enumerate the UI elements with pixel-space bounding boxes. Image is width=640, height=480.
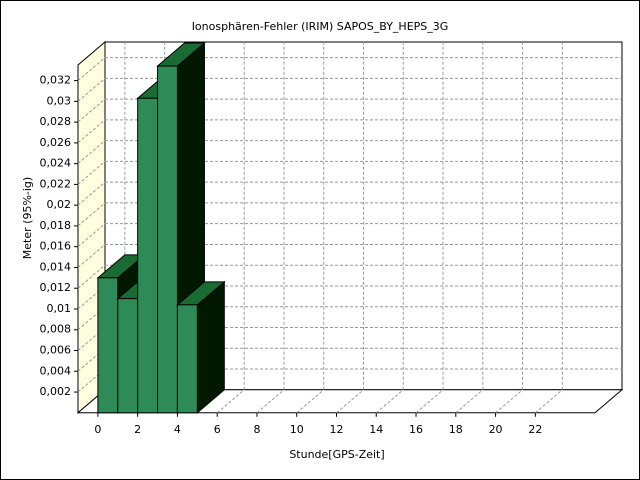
grid-line — [375, 389, 404, 414]
x-tick-label: 0 — [94, 423, 101, 436]
grid-line — [77, 368, 106, 393]
x-tick-label: 2 — [134, 423, 141, 436]
grid-line — [77, 285, 106, 310]
grid-line — [77, 181, 106, 206]
y-tick-label: 0,024 — [40, 157, 72, 170]
grid-line — [77, 140, 106, 165]
y-tick-label: 0,02 — [47, 198, 72, 211]
x-tick-label: 18 — [449, 423, 463, 436]
grid-line — [256, 389, 285, 414]
grid-line — [535, 389, 563, 414]
grid-line — [495, 389, 523, 414]
grid-line — [296, 389, 325, 414]
bar — [117, 298, 139, 414]
y-tick-label: 0,014 — [40, 260, 72, 273]
bar — [157, 65, 178, 414]
y-tick-label: 0,022 — [40, 177, 72, 190]
grid-line — [77, 244, 106, 268]
grid-line — [336, 389, 364, 414]
grid-line — [77, 264, 106, 289]
grid-line — [77, 161, 106, 185]
x-tick-label: 12 — [330, 423, 344, 436]
grid-line — [77, 119, 106, 144]
grid-line — [77, 77, 106, 102]
y-tick-label: 0,026 — [40, 136, 72, 149]
y-tick-label: 0,006 — [40, 344, 72, 357]
x-tick-label: 22 — [528, 423, 542, 436]
y-tick-label: 0,03 — [47, 94, 72, 107]
grid-line — [415, 389, 444, 414]
bar — [176, 304, 198, 414]
y-tick-label: 0,004 — [40, 364, 72, 377]
x-tick-label: 4 — [174, 423, 181, 436]
grid-line — [77, 223, 106, 248]
grid-line — [77, 57, 106, 81]
y-tick-label: 0,032 — [40, 74, 72, 87]
y-axis-label: Meter (95%-ig) — [21, 177, 34, 259]
grid-line — [216, 389, 245, 414]
y-tick-label: 0,016 — [40, 240, 72, 253]
x-tick-label: 8 — [253, 423, 260, 436]
x-tick-label: 14 — [369, 423, 383, 436]
grid-line — [77, 98, 106, 123]
x-axis-label: Stunde[GPS-Zeit] — [289, 448, 384, 461]
y-tick-label: 0,008 — [40, 323, 72, 336]
x-tick-label: 16 — [409, 423, 423, 436]
grid-line — [77, 306, 106, 331]
y-tick-label: 0,002 — [40, 385, 72, 398]
grid-line — [77, 202, 106, 227]
x-tick-label: 20 — [489, 423, 503, 436]
x-tick-label: 10 — [290, 423, 304, 436]
y-tick-label: 0,018 — [40, 219, 72, 232]
y-tick-label: 0,028 — [40, 115, 72, 128]
y-tick-label: 0,01 — [47, 302, 72, 315]
y-tick-label: 0,012 — [40, 281, 72, 294]
chart-title: Ionosphären-Fehler (IRIM) SAPOS_BY_HEPS_… — [192, 20, 449, 33]
grid-line — [77, 347, 106, 372]
grid-line — [455, 389, 484, 414]
x-tick-label: 6 — [214, 423, 221, 436]
bar — [97, 277, 119, 414]
grid-line — [77, 327, 106, 351]
bar — [137, 97, 159, 414]
